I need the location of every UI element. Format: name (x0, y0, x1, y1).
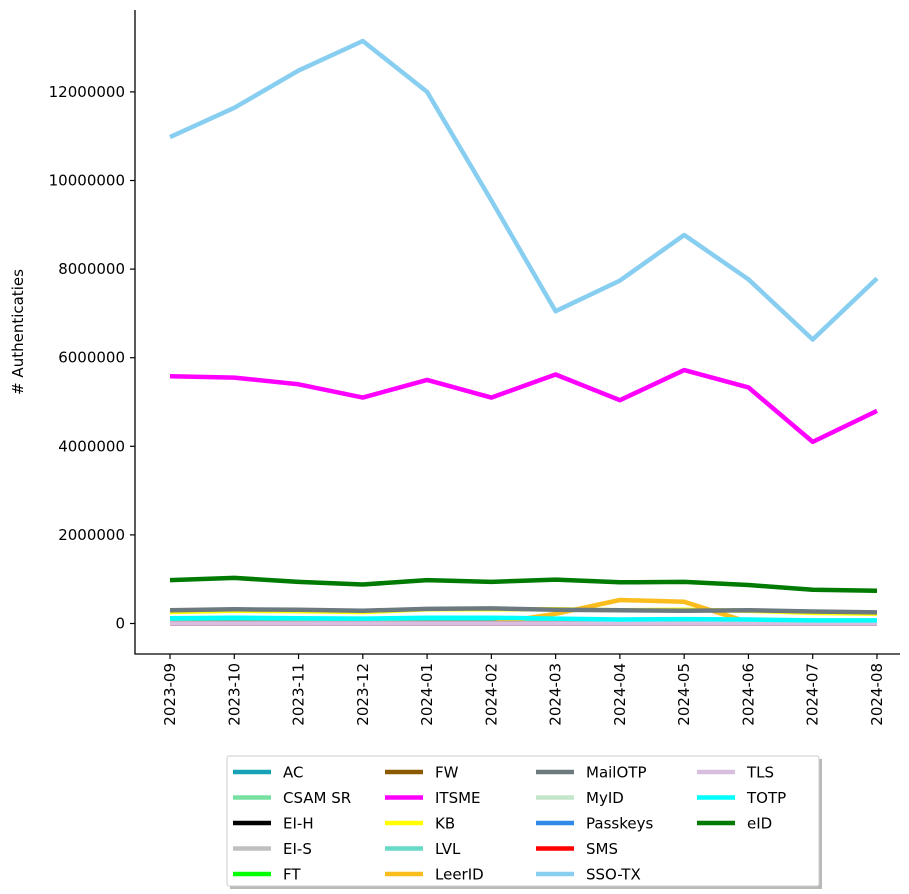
series-layer (169, 38, 879, 626)
legend-label-eid: eID (747, 815, 772, 833)
x-tick-label: 2024-02 (482, 663, 500, 726)
legend-label-totp: TOTP (746, 789, 786, 807)
x-tick-label: 2023-09 (161, 663, 179, 726)
x-tick-label: 2023-10 (225, 663, 243, 726)
x-tick-label: 2024-01 (418, 663, 436, 726)
x-tick-label: 2024-08 (868, 663, 886, 726)
legend-label-sms: SMS (586, 840, 618, 858)
y-tick-label: 6000000 (58, 349, 125, 367)
legend-label-mailotp: MailOTP (586, 764, 646, 782)
y-tick-label: 2000000 (58, 526, 125, 544)
legend: AC CSAM SR EI-H EI-S FT FW ITSME KB LVL LeerID Mai… (226, 755, 822, 889)
x-tick-label: 2023-11 (290, 663, 308, 726)
legend-label-fw: FW (435, 764, 459, 782)
y-tick-label: 4000000 (58, 437, 125, 455)
x-tick-label: 2023-12 (354, 663, 372, 726)
x-ticks: 2023-09 2023-10 2023-11 2023-12 2024-01 2024-… (161, 654, 886, 726)
y-axis-label: # Authenticaties (9, 269, 27, 395)
x-tick-label: 2024-04 (611, 663, 629, 726)
legend-label-ac: AC (283, 764, 303, 782)
series-line-totp (169, 615, 877, 623)
x-tick-label: 2024-07 (804, 663, 822, 726)
x-tick-label: 2024-06 (739, 663, 757, 726)
series-line-eid (169, 575, 878, 593)
series-line-itsme (169, 367, 878, 445)
legend-label-ei-s: EI-S (283, 840, 312, 858)
legend-label-kb: KB (435, 815, 455, 833)
legend-label-ei-h: EI-H (283, 815, 314, 833)
legend-items: AC CSAM SR EI-H EI-S FT FW ITSME KB LVL LeerID Mai… (233, 764, 786, 884)
legend-frame (226, 755, 820, 887)
legend-label-ft: FT (283, 866, 301, 884)
y-ticks: 0 2000000 4000000 6000000 8000000 10000000 120… (49, 83, 135, 633)
legend-label-tls: TLS (746, 764, 774, 782)
series-line-sso-tx (169, 38, 879, 342)
y-tick-label: 8000000 (58, 260, 125, 278)
x-tick-label: 2024-05 (675, 663, 693, 726)
y-tick-label: 12000000 (49, 83, 125, 101)
legend-label-lvl: LVL (435, 840, 461, 858)
y-tick-label: 10000000 (49, 172, 125, 190)
series-line-mailotp (169, 606, 878, 615)
y-tick-label: 0 (115, 615, 125, 633)
legend-label-passkeys: Passkeys (586, 815, 653, 833)
legend-label-leerid: LeerID (435, 866, 484, 884)
legend-label-itsme: ITSME (435, 789, 481, 807)
legend-label-csam-sr: CSAM SR (283, 789, 351, 807)
legend-label-sso-tx: SSO-TX (586, 866, 641, 884)
legend-label-myid: MyID (586, 789, 624, 807)
x-tick-label: 2024-03 (547, 663, 565, 726)
